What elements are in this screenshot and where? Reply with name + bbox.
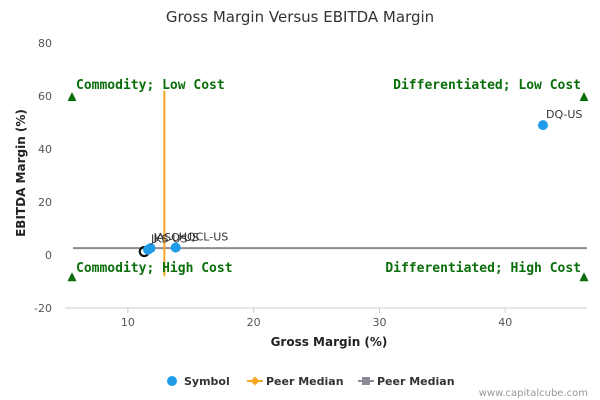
quadrant-labels: Commodity; Low Cost Differentiated; Low C… [67, 78, 589, 282]
y-tick-label: 60 [38, 90, 52, 103]
y-tick-label: 80 [38, 37, 52, 50]
quadrant-marker-top-right [579, 92, 589, 101]
data-point-label: HQCL-US [179, 231, 229, 244]
data-point-label: DQ-US [546, 108, 582, 121]
legend-label: Peer Median [377, 375, 455, 388]
x-axis-title: Gross Margin (%) [271, 335, 388, 349]
peer-median-lines [73, 90, 587, 277]
quadrant-label: Differentiated; Low Cost [393, 78, 581, 93]
y-tick-label: 40 [38, 143, 52, 156]
x-axis-ticks: 10 20 30 40 [121, 308, 512, 329]
quadrant-label: Commodity; Low Cost [76, 78, 225, 93]
legend-label: Symbol [184, 375, 230, 388]
quadrant-marker-top-left [67, 92, 77, 101]
legend-marker-square [362, 377, 370, 385]
x-tick-label: 30 [372, 316, 386, 329]
quadrant-marker-bottom-left [67, 272, 77, 282]
y-tick-label: 0 [45, 249, 52, 262]
legend-marker-diamond [250, 376, 260, 386]
x-tick-label: 40 [498, 316, 512, 329]
data-point-label: JASO-US [153, 231, 200, 244]
credit-text: www.capitalcube.com [479, 388, 588, 399]
x-tick-label: 10 [121, 316, 135, 329]
legend: Symbol Peer Median Peer Median [167, 375, 455, 388]
data-point [143, 244, 154, 255]
x-tick-label: 20 [247, 316, 261, 329]
quadrant-marker-bottom-right [579, 272, 589, 282]
quadrant-label: Commodity; High Cost [76, 261, 233, 276]
y-axis-ticks: -20 0 20 40 60 80 [34, 37, 52, 315]
chart-title: Gross Margin Versus EBITDA Margin [166, 8, 434, 26]
y-tick-label: 20 [38, 196, 52, 209]
quadrant-label: Differentiated; High Cost [385, 261, 581, 276]
data-point [537, 120, 548, 131]
y-tick-label: -20 [34, 302, 52, 315]
data-point [170, 242, 181, 253]
legend-label: Peer Median [266, 375, 344, 388]
y-axis-title: EBITDA Margin (%) [14, 109, 28, 237]
data-point-label: JKS-US [150, 233, 187, 246]
legend-marker-circle [167, 376, 177, 386]
